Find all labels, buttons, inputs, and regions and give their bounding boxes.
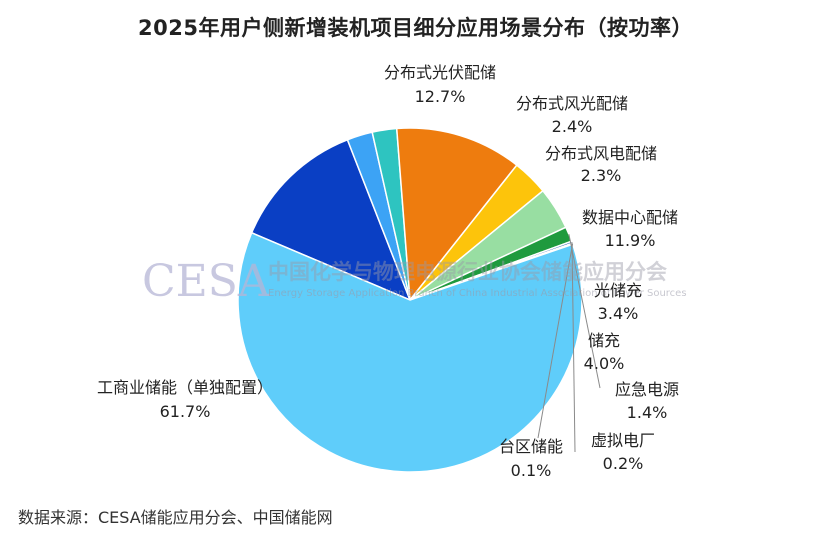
leader-line-6: [568, 234, 601, 389]
label-name-4: 光储充: [594, 281, 642, 300]
chart-title: 2025年用户侧新增装机项目细分应用场景分布（按功率）: [138, 16, 693, 40]
pie-slice-3: [395, 127, 518, 302]
leader-line-7: [571, 242, 576, 453]
watermark-logo: CESA: [142, 256, 271, 307]
label-value-8: 0.1%: [511, 461, 552, 480]
label-name-2: 分布式风电配储: [545, 144, 657, 163]
pie-slice-9: [237, 231, 583, 473]
label-name-0: 分布式光伏配储: [384, 63, 496, 82]
label-value-2: 2.3%: [581, 166, 622, 185]
label-value-5: 4.0%: [584, 354, 625, 373]
watermark-cn-text: 中国化学与物理电源行业协会储能应用分会: [268, 260, 667, 284]
label-name-1: 分布式风光配储: [516, 94, 628, 113]
label-name-9: 工商业储能（单独配置）: [97, 378, 273, 397]
leaders-group: [537, 234, 601, 453]
source-note: 数据来源：CESA储能应用分会、中国储能网: [18, 508, 333, 527]
label-value-0: 12.7%: [415, 87, 466, 106]
label-value-4: 3.4%: [598, 304, 639, 323]
slices-group: [237, 127, 583, 473]
label-name-7: 虚拟电厂: [591, 431, 655, 450]
watermark: CESA 中国化学与物理电源行业协会储能应用分会 Energy Storage …: [142, 256, 687, 307]
label-value-1: 2.4%: [552, 117, 593, 136]
label-name-3: 数据中心配储: [582, 208, 678, 227]
labels-group: 分布式光伏配储 12.7% 分布式风光配储 2.4% 分布式风电配储 2.3% …: [97, 63, 679, 480]
leader-line-8: [537, 243, 574, 439]
label-value-3: 11.9%: [605, 231, 656, 250]
label-name-6: 应急电源: [615, 380, 679, 399]
label-name-5: 储充: [588, 331, 620, 350]
label-value-7: 0.2%: [603, 454, 644, 473]
label-value-6: 1.4%: [627, 403, 668, 422]
watermark-en-text: Energy Storage Application Branch of Chi…: [268, 288, 687, 299]
label-name-8: 台区储能: [499, 437, 563, 456]
label-value-9: 61.7%: [160, 402, 211, 421]
pie-slice-0: [250, 138, 412, 302]
